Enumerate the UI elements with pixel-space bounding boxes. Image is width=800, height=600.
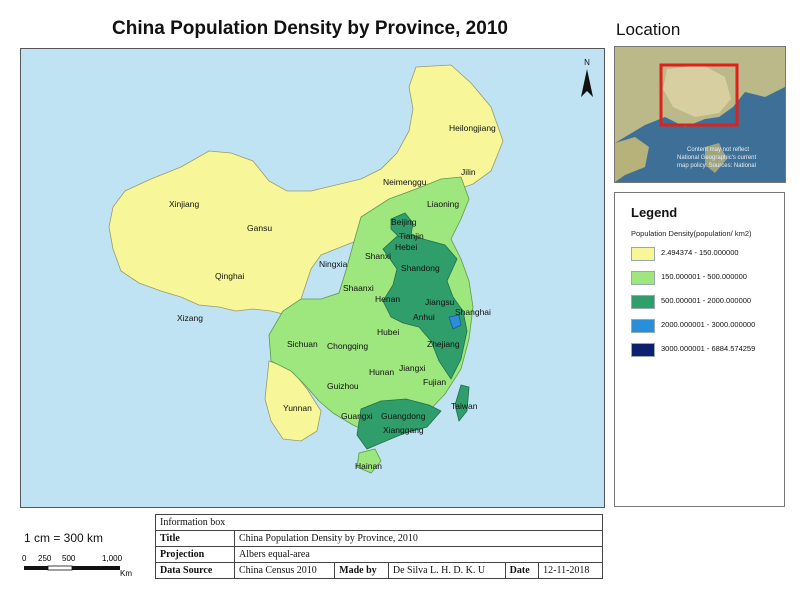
svg-text:N: N (584, 58, 590, 67)
label-hunan: Hunan (369, 367, 394, 377)
label-fujian: Fujian (423, 377, 446, 387)
legend-swatch (631, 295, 655, 309)
label-hebei: Hebei (395, 242, 417, 252)
scale-text: 1 cm = 300 km (24, 531, 104, 545)
legend-subtitle: Population Density(population/ km2) (631, 229, 752, 238)
scale-bar: 0 250 500 1,000 Km (22, 554, 132, 578)
legend-label: 2000.000001 - 3000.000000 (661, 320, 756, 329)
label-taiwan: Taiwan (451, 401, 478, 411)
label-henan: Henan (375, 294, 400, 304)
info-projection-value: Albers equal-area (234, 546, 603, 563)
label-neimenggu: Neimenggu (383, 177, 427, 187)
information-box: Information box Title China Population D… (155, 514, 603, 579)
legend-label: 150.000001 - 500.000000 (661, 272, 747, 281)
north-arrow-icon: N (581, 58, 593, 97)
china-map-svg: N Heilongjiang Jilin Liaoning Neimenggu … (108, 58, 593, 474)
legend-swatch (631, 247, 655, 261)
label-guangdong: Guangdong (381, 411, 426, 421)
location-inset-svg: Content may not reflect National Geograp… (615, 47, 785, 182)
label-shanxi: Shanxi (365, 251, 391, 261)
svg-text:map policy. Sources: National: map policy. Sources: National (677, 163, 756, 169)
label-tianjin: Tianjin (399, 231, 424, 241)
legend-label: 3000.000001 - 6884.574259 (661, 344, 756, 353)
label-jiangsu: Jiangsu (425, 297, 455, 307)
density-zone-high (382, 230, 468, 380)
label-jiangxi: Jiangxi (399, 363, 426, 373)
label-yunnan: Yunnan (283, 403, 312, 413)
province-taiwan (454, 384, 470, 422)
label-jilin: Jilin (461, 167, 476, 177)
label-hainan: Hainan (355, 461, 382, 471)
info-source-value: China Census 2010 (233, 562, 336, 579)
info-title-key: Title (155, 530, 235, 547)
label-heilongjiang: Heilongjiang (449, 123, 496, 133)
info-made-by-key: Made by (334, 562, 389, 579)
legend-swatch (631, 271, 655, 285)
legend-swatch (631, 319, 655, 333)
label-anhui: Anhui (413, 312, 435, 322)
info-made-by-value: De Silva L. H. D. K. U (387, 562, 506, 579)
info-projection-key: Projection (155, 546, 235, 563)
label-xizang: Xizang (177, 313, 203, 323)
legend-panel: Legend Population Density(population/ km… (614, 192, 785, 507)
province-guangdong (356, 398, 442, 450)
scale-tick-0: 0 (22, 554, 27, 563)
info-date-value: 12-11-2018 (538, 562, 603, 579)
label-sichuan: Sichuan (287, 339, 318, 349)
location-highlight-box (659, 63, 739, 127)
label-shandong: Shandong (401, 263, 440, 273)
map-title: China Population Density by Province, 20… (112, 18, 508, 39)
label-ningxia: Ningxia (319, 259, 348, 269)
label-xianggang: Xianggang (383, 425, 424, 435)
legend-label: 500.000001 - 2000.000000 (661, 296, 752, 305)
label-hubei: Hubei (377, 327, 399, 337)
province-beijing-tianjin (390, 212, 414, 238)
svg-text:National Geographic's current: National Geographic's current (677, 155, 757, 161)
location-title: Location (616, 20, 681, 39)
label-chongqing: Chongqing (327, 341, 368, 351)
province-shanghai (448, 314, 462, 330)
province-labels: Heilongjiang Jilin Liaoning Neimenggu Xi… (169, 123, 496, 471)
label-shaanxi: Shaanxi (343, 283, 374, 293)
label-shanghai: Shanghai (455, 307, 491, 317)
info-header: Information box (155, 514, 603, 531)
info-title-value: China Population Density by Province, 20… (234, 530, 603, 547)
scale-unit: Km (120, 569, 132, 578)
label-xinjiang: Xinjiang (169, 199, 200, 209)
label-guizhou: Guizhou (327, 381, 359, 391)
main-map[interactable]: N Heilongjiang Jilin Liaoning Neimenggu … (20, 48, 605, 508)
scale-tick-1000: 1,000 (102, 554, 123, 563)
label-qinghai: Qinghai (215, 271, 244, 281)
label-zhejiang: Zhejiang (427, 339, 460, 349)
label-liaoning: Liaoning (427, 199, 459, 209)
label-gansu: Gansu (247, 223, 272, 233)
info-date-key: Date (504, 562, 540, 579)
svg-text:Content may not reflect: Content may not reflect (687, 147, 749, 153)
label-guangxi: Guangxi (341, 411, 373, 421)
legend-label: 2.494374 - 150.000000 (661, 248, 739, 257)
legend-title: Legend (631, 205, 678, 220)
legend-swatch (631, 343, 655, 357)
label-beijing: Beijing (391, 217, 417, 227)
scale-tick-250: 250 (38, 554, 52, 563)
province-hainan (356, 448, 382, 474)
scale-tick-500: 500 (62, 554, 76, 563)
location-inset-map[interactable]: Content may not reflect National Geograp… (614, 46, 786, 183)
info-source-key: Data Source (155, 562, 235, 579)
